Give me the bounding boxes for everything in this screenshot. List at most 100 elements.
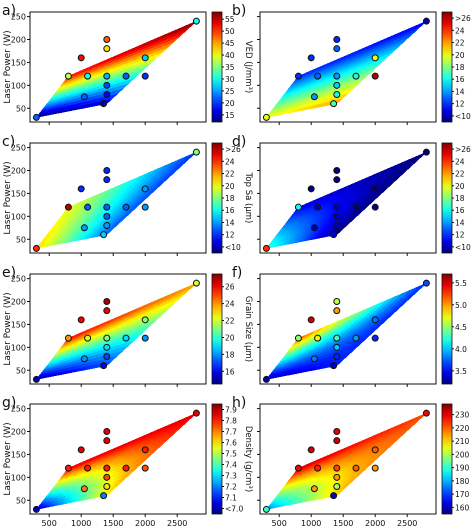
data-point <box>84 203 92 211</box>
y-tick-label: 250 <box>11 405 26 414</box>
colorbar-tick-label: 7.7 <box>225 428 237 437</box>
data-point <box>333 334 341 342</box>
colorbar-tick-label: 18 <box>225 194 235 203</box>
colorbar-tick-label: 5.0 <box>455 301 467 310</box>
panel-letter: d) <box>232 134 246 150</box>
data-point <box>84 334 92 342</box>
data-point <box>330 492 338 500</box>
colorbar-tick-label: 14 <box>455 218 465 227</box>
y-axis-label: Laser Power (W) <box>3 422 13 495</box>
colorbar-tick-label: 22 <box>225 170 235 179</box>
colorbar-tick-label: 7.6 <box>225 439 237 448</box>
data-point <box>371 203 379 211</box>
panel-a: a) 50 100 150 200 250 15 20 25 30 35 40 45 50 55 VED (J… <box>2 3 253 125</box>
data-point <box>141 316 149 324</box>
data-point <box>141 185 149 193</box>
colorbar-tick-label: <10 <box>455 112 471 121</box>
data-point <box>80 355 88 363</box>
data-point <box>192 279 200 287</box>
x-tick-label: 2500 <box>167 519 187 528</box>
colorbar-tick-label: 3.5 <box>455 367 467 376</box>
data-point <box>352 334 360 342</box>
y-tick-label: 50 <box>16 235 26 244</box>
y-tick-label: 150 <box>11 58 26 67</box>
data-point <box>333 473 341 481</box>
data-point <box>333 307 341 315</box>
y-tick-label: 150 <box>11 189 26 198</box>
data-point <box>333 81 341 89</box>
colorbar-tick-label: 35 <box>225 63 235 72</box>
data-point <box>80 485 88 493</box>
colorbar-tick-label: 18 <box>225 350 235 359</box>
data-point <box>192 148 200 156</box>
data-point <box>307 185 315 193</box>
data-point <box>333 176 341 184</box>
y-tick-label: 200 <box>11 167 26 176</box>
panel-letter: c) <box>2 134 15 150</box>
colorbar-tick-label: 12 <box>455 231 465 240</box>
panel-c: c) 50 100 150 200 250 <10 12 14 16 18 20 22 24 >26 Top … <box>2 134 253 256</box>
colorbar-tick-label: 14 <box>455 87 465 96</box>
x-tick-label: 1500 <box>333 519 353 528</box>
data-point <box>32 375 40 383</box>
y-tick-label: 100 <box>11 343 26 352</box>
colorbar <box>441 403 453 515</box>
data-point <box>103 45 111 53</box>
colorbar-tick-label: 160 <box>455 503 470 512</box>
data-point <box>333 483 341 490</box>
data-point <box>141 446 149 454</box>
y-tick-label: 100 <box>11 212 26 221</box>
colorbar-tick-label: 24 <box>225 300 235 309</box>
data-point <box>103 428 111 435</box>
y-tick-label: 100 <box>11 473 26 482</box>
data-point <box>103 437 111 445</box>
colorbar-tick-label: 190 <box>455 464 470 473</box>
colorbar-tick-label: 30 <box>225 75 235 84</box>
data-point <box>77 446 85 454</box>
data-point <box>333 91 341 98</box>
colorbar-tick-label: 18 <box>455 63 465 72</box>
colorbar-tick-label: 14 <box>225 218 235 227</box>
data-point <box>422 17 430 25</box>
colorbar-tick-label: 220 <box>455 424 470 433</box>
colorbar-tick-label: 20 <box>225 333 235 342</box>
y-tick-label: 250 <box>11 275 26 284</box>
data-point <box>80 224 88 232</box>
y-axis-label: Laser Power (W) <box>3 292 13 365</box>
panel-f: f)3.54.04.55.05.5Grain Aspect Ratio <box>232 265 474 387</box>
colorbar-tick-label: 4.5 <box>455 323 467 332</box>
panel-letter: f) <box>232 265 242 281</box>
colorbar <box>441 11 453 123</box>
data-point <box>141 54 149 62</box>
colorbar-tick-label: 45 <box>225 39 235 48</box>
x-tick-label: 2500 <box>397 519 417 528</box>
colorbar-tick-label: 20 <box>455 51 465 60</box>
data-point <box>307 446 315 454</box>
data-point <box>84 72 92 80</box>
data-point <box>122 334 130 342</box>
x-tick-label: 500 <box>42 519 57 528</box>
colorbar-tick-label: 7.1 <box>225 494 237 503</box>
data-point <box>103 222 111 229</box>
data-point <box>371 464 379 472</box>
data-point <box>333 36 341 43</box>
data-point <box>122 72 130 80</box>
data-point <box>422 148 430 156</box>
y-tick-label: 50 <box>16 366 26 375</box>
colorbar-tick-label: 24 <box>225 157 235 166</box>
data-point <box>192 17 200 25</box>
data-point <box>294 203 302 211</box>
data-point <box>262 113 270 121</box>
data-point <box>262 375 270 383</box>
colorbar-tick-label: 22 <box>225 317 235 326</box>
panel-letter: g) <box>2 395 16 411</box>
data-point <box>103 464 111 472</box>
data-point <box>103 334 111 342</box>
colorbar-tick-label: 22 <box>455 170 465 179</box>
data-point <box>32 244 40 252</box>
colorbar-tick-label: 15 <box>225 111 235 120</box>
data-point <box>371 316 379 324</box>
data-point <box>32 505 40 513</box>
data-point <box>141 203 149 211</box>
